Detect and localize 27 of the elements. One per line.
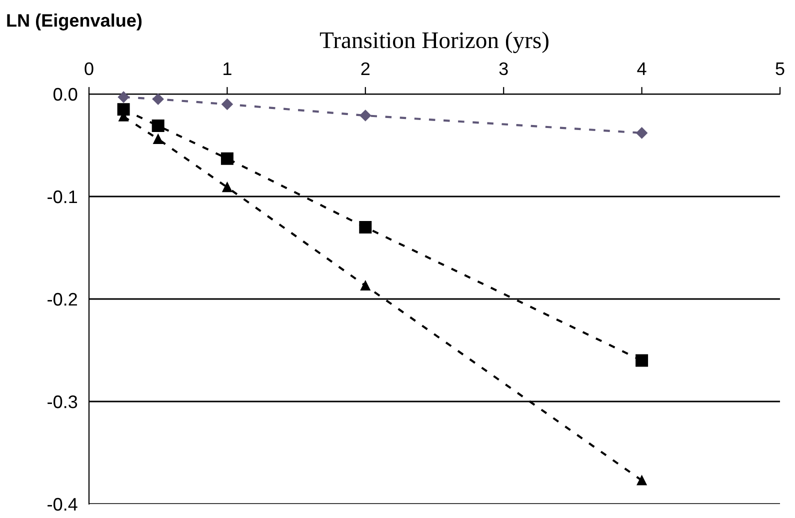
point [152,120,164,132]
x-axis-title: Transition Horizon (yrs) [320,32,548,54]
y-tick-label: -0.1 [48,190,78,204]
x-tick-label: 3 [499,62,508,76]
point [222,98,233,110]
point [152,94,164,105]
y-axis-title: LN (Eigenvalue) [7,14,142,30]
x-tick-label: 5 [776,62,784,76]
point [360,110,372,122]
point [636,127,648,139]
x-tick-label: 1 [224,62,232,75]
point [117,103,130,116]
point [220,152,234,165]
y-tick-label: -0.4 [48,498,78,511]
y-tick-label: -0.3 [48,395,78,408]
y-tick-label: 0.0 [53,88,78,101]
point [360,280,370,291]
y-tick-label: -0.2 [48,292,77,306]
point [636,354,648,367]
point [359,221,372,234]
point [222,182,232,192]
x-tick-label: 4 [637,62,646,75]
point [153,134,163,144]
x-tick-label: 2 [361,62,370,75]
point [636,476,647,486]
x-tick-label: 0 [84,62,94,76]
point [118,91,130,103]
